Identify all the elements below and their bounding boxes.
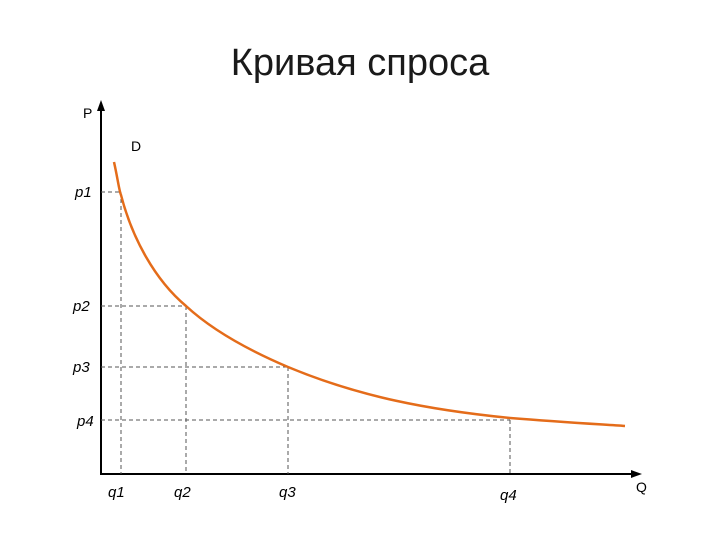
curve-label: D [131, 138, 141, 154]
quantity-label-q2: q2 [174, 484, 191, 501]
slide-title: Кривая спроса [230, 42, 490, 84]
price-label-p1: p1 [74, 184, 92, 201]
x-axis-label: Q [636, 479, 647, 495]
quantity-label-q1: q1 [108, 484, 125, 501]
axes [97, 100, 642, 478]
x-axis-arrow-icon [631, 470, 642, 478]
guide-lines [101, 191, 511, 474]
y-axis-label: P [83, 105, 92, 121]
y-axis-arrow-icon [97, 100, 105, 111]
quantity-label-q3: q3 [279, 484, 296, 501]
quantity-label-q4: q4 [500, 487, 517, 504]
price-label-p3: p3 [72, 359, 90, 376]
price-label-p4: p4 [76, 413, 94, 430]
demand-curve [112, 161, 626, 428]
price-label-p2: p2 [72, 298, 90, 315]
